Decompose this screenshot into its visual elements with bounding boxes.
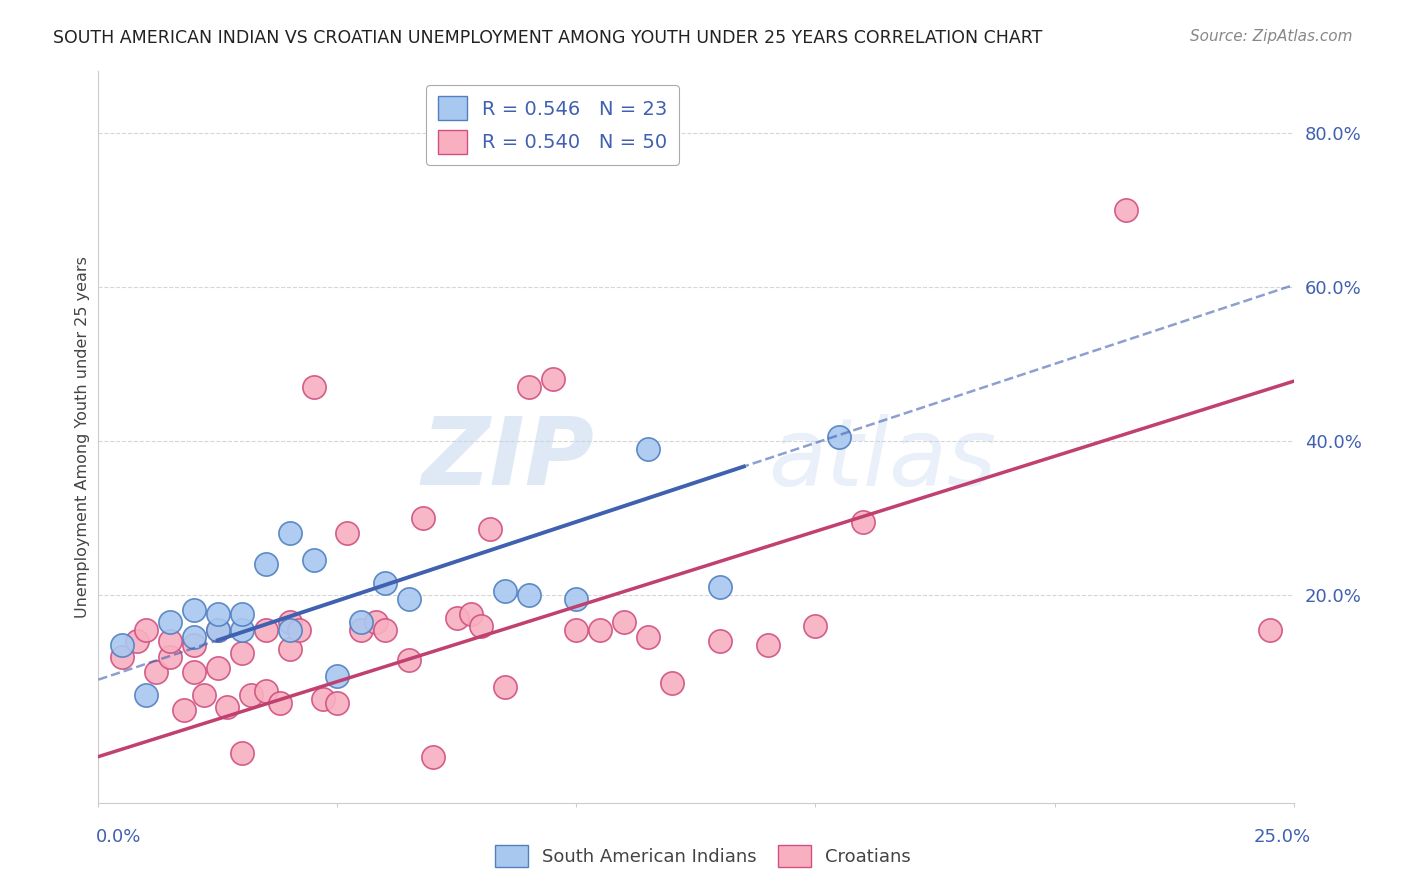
Point xyxy=(193,688,215,702)
Point xyxy=(278,615,301,629)
Point xyxy=(828,430,851,444)
Point xyxy=(125,634,148,648)
Point xyxy=(364,615,387,629)
Point xyxy=(460,607,482,622)
Point xyxy=(231,746,253,760)
Legend: R = 0.546   N = 23, R = 0.540   N = 50: R = 0.546 N = 23, R = 0.540 N = 50 xyxy=(426,85,679,165)
Point xyxy=(517,588,540,602)
Point xyxy=(302,553,325,567)
Point xyxy=(183,665,205,679)
Point xyxy=(183,603,205,617)
Point xyxy=(207,623,229,637)
Text: Source: ZipAtlas.com: Source: ZipAtlas.com xyxy=(1189,29,1353,44)
Point xyxy=(374,623,396,637)
Point xyxy=(1115,202,1137,217)
Point xyxy=(336,526,359,541)
Point xyxy=(288,623,311,637)
Point xyxy=(254,557,277,571)
Legend: South American Indians, Croatians: South American Indians, Croatians xyxy=(488,838,918,874)
Point xyxy=(278,641,301,656)
Point xyxy=(269,696,291,710)
Point xyxy=(374,576,396,591)
Point xyxy=(565,591,588,606)
Text: ZIP: ZIP xyxy=(422,413,595,505)
Point xyxy=(852,515,875,529)
Point xyxy=(183,630,205,644)
Point xyxy=(111,649,134,664)
Point xyxy=(350,615,373,629)
Point xyxy=(312,691,335,706)
Point xyxy=(398,653,420,667)
Point xyxy=(804,618,827,632)
Point xyxy=(470,618,492,632)
Point xyxy=(207,607,229,622)
Point xyxy=(231,607,253,622)
Point xyxy=(217,699,239,714)
Text: SOUTH AMERICAN INDIAN VS CROATIAN UNEMPLOYMENT AMONG YOUTH UNDER 25 YEARS CORREL: SOUTH AMERICAN INDIAN VS CROATIAN UNEMPL… xyxy=(53,29,1043,46)
Point xyxy=(207,661,229,675)
Point xyxy=(173,703,195,717)
Point xyxy=(494,584,516,599)
Point xyxy=(240,688,263,702)
Point xyxy=(517,380,540,394)
Point xyxy=(709,580,731,594)
Point xyxy=(159,634,181,648)
Point xyxy=(422,749,444,764)
Text: atlas: atlas xyxy=(768,414,995,505)
Point xyxy=(254,684,277,698)
Point xyxy=(145,665,167,679)
Point xyxy=(231,623,253,637)
Point xyxy=(494,681,516,695)
Point xyxy=(613,615,636,629)
Point xyxy=(398,591,420,606)
Point xyxy=(412,511,434,525)
Point xyxy=(159,649,181,664)
Point xyxy=(756,638,779,652)
Point xyxy=(278,623,301,637)
Point xyxy=(302,380,325,394)
Point xyxy=(135,688,157,702)
Point xyxy=(278,526,301,541)
Point xyxy=(637,630,659,644)
Point xyxy=(183,638,205,652)
Point xyxy=(350,623,373,637)
Point xyxy=(326,669,349,683)
Point xyxy=(159,615,181,629)
Y-axis label: Unemployment Among Youth under 25 years: Unemployment Among Youth under 25 years xyxy=(75,256,90,618)
Point xyxy=(541,372,564,386)
Point xyxy=(326,696,349,710)
Text: 25.0%: 25.0% xyxy=(1253,828,1310,846)
Point xyxy=(565,623,588,637)
Point xyxy=(589,623,612,637)
Point xyxy=(207,623,229,637)
Point xyxy=(446,611,468,625)
Point xyxy=(231,646,253,660)
Point xyxy=(1258,623,1281,637)
Text: 0.0%: 0.0% xyxy=(96,828,141,846)
Point xyxy=(709,634,731,648)
Point xyxy=(111,638,134,652)
Point xyxy=(661,676,683,690)
Point xyxy=(254,623,277,637)
Point xyxy=(135,623,157,637)
Point xyxy=(637,442,659,456)
Point xyxy=(479,523,502,537)
